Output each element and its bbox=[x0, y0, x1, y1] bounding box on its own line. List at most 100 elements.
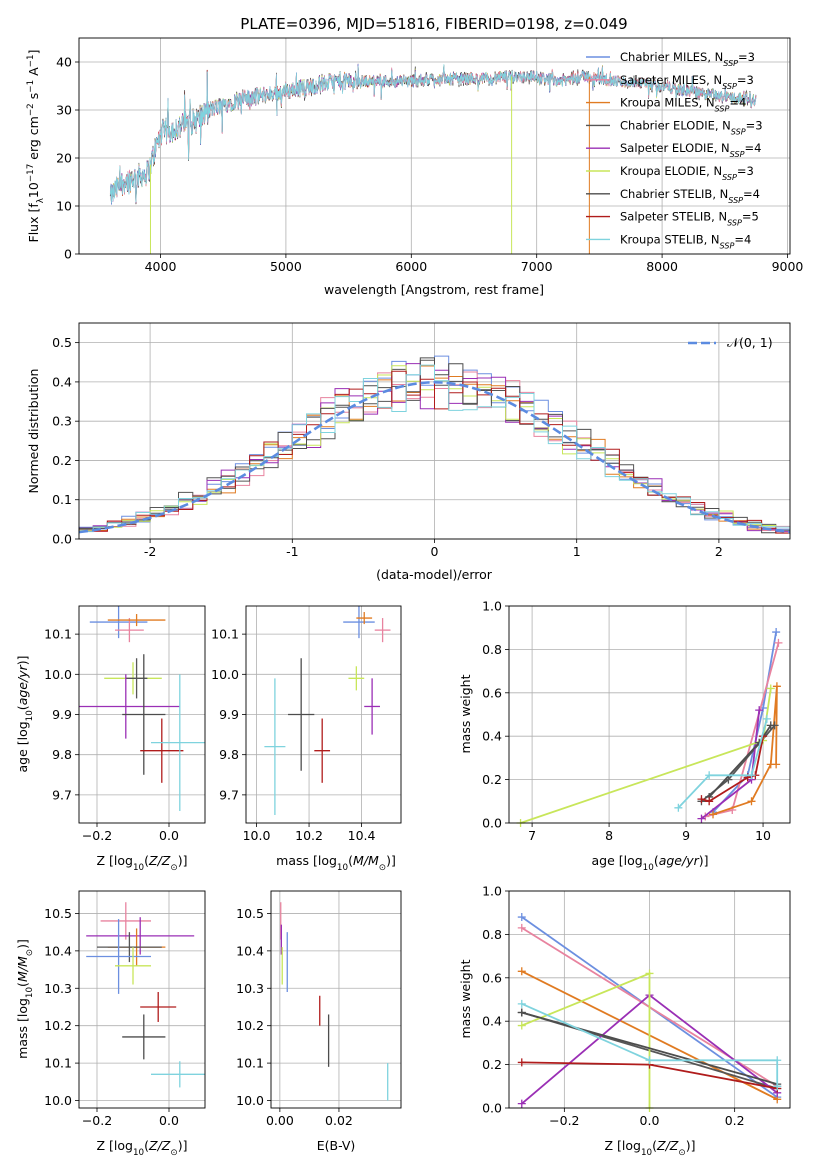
legend-label: Salpeter STELIB, NSSP=5 bbox=[620, 210, 759, 228]
tick-label-x: 10 bbox=[755, 828, 771, 843]
x-axis-label: age [log10(age/yr)] bbox=[591, 853, 708, 873]
series-marker bbox=[697, 814, 706, 823]
legend-label: 𝒩(0, 1) bbox=[727, 335, 773, 350]
tick-label-y: 0.0 bbox=[482, 1101, 502, 1116]
x-axis-label: Z [log10(Z/Z⊙)] bbox=[605, 1138, 696, 1158]
series-marker bbox=[766, 721, 775, 730]
series-marker bbox=[517, 967, 526, 976]
tick-label-x: 2 bbox=[715, 544, 723, 559]
legend-label: Salpeter MILES, NSSP=3 bbox=[620, 73, 754, 91]
legend-label: Chabrier STELIB, NSSP=4 bbox=[620, 187, 760, 205]
tick-label-y: 0.0 bbox=[482, 816, 502, 831]
tick-label-x: 8000 bbox=[646, 259, 678, 274]
plot-area bbox=[79, 606, 205, 811]
tick-label-y: 0.5 bbox=[52, 335, 72, 350]
series-marker bbox=[747, 797, 756, 806]
tick-label-x: 0.00 bbox=[266, 1113, 294, 1128]
tick-label-y: 10.0 bbox=[44, 667, 72, 682]
series-line bbox=[521, 1011, 778, 1085]
tick-label-y: 10.4 bbox=[236, 943, 264, 958]
series-marker bbox=[517, 1058, 526, 1067]
tick-label-y: 0.3 bbox=[52, 414, 72, 429]
panel-age-vs-Z: −0.2 0.0 9.7 9.8 9.9 10.0 10.1 Z [log10(Z/Z⊙)] a… bbox=[15, 605, 206, 873]
tick-label-y: 9.8 bbox=[52, 747, 72, 762]
tick-label-y: 0.4 bbox=[52, 374, 72, 389]
series-marker bbox=[674, 803, 683, 812]
tick-label-y: 10 bbox=[56, 199, 72, 214]
ticks bbox=[505, 605, 764, 827]
axes-frame bbox=[508, 890, 791, 1109]
tick-label-x: 9 bbox=[682, 828, 690, 843]
y-axis-label: age [log10(age/yr)] bbox=[15, 655, 35, 772]
tick-label-y: 0.4 bbox=[482, 1014, 502, 1029]
ticks bbox=[505, 890, 736, 1112]
series-marker bbox=[772, 628, 781, 637]
y-axis-label: mass weight bbox=[458, 959, 473, 1038]
tick-label-y: 0.8 bbox=[482, 927, 502, 942]
tick-label-y: 10.5 bbox=[236, 906, 264, 921]
legend-label: Kroupa ELODIE, NSSP=3 bbox=[620, 164, 754, 182]
plot-area bbox=[86, 902, 205, 1088]
tick-label-x: 7 bbox=[528, 828, 536, 843]
panel-spectrum: 4000 5000 6000 7000 8000 9000 0 10 20 30 40 Chabrie… bbox=[26, 37, 803, 297]
figure-title: PLATE=0396, MJD=51816, FIBERID=0198, z=0… bbox=[240, 15, 627, 33]
tick-label-y: 1.0 bbox=[482, 599, 502, 614]
panel-mass-vs-Z: −0.2 0.0 10.0 10.1 10.2 10.3 10.4 10.5 Z [log10(… bbox=[15, 890, 206, 1158]
axes-frame bbox=[270, 890, 402, 1109]
legend: Chabrier MILES, NSSP=3 Salpeter MILES, NS… bbox=[586, 50, 763, 250]
series-line bbox=[521, 1002, 779, 1087]
series-line bbox=[677, 718, 768, 809]
x-axis-label: E(B-V) bbox=[317, 1138, 356, 1153]
axes-frame bbox=[78, 890, 206, 1109]
tick-label-y: 10.3 bbox=[44, 981, 72, 996]
plot-area bbox=[78, 355, 791, 535]
tick-label-y: 0.6 bbox=[482, 970, 502, 985]
tick-label-x: 1 bbox=[573, 544, 581, 559]
legend-label: Kroupa MILES, NSSP=4 bbox=[620, 96, 746, 114]
tick-label-x: 4000 bbox=[145, 259, 177, 274]
series-marker bbox=[705, 797, 714, 806]
series-marker bbox=[517, 1008, 526, 1017]
panel-residuals: -2 -1 0 1 2 0.0 0.1 0.2 0.3 0.4 0.5 𝒩(0, 1) (data-mo… bbox=[26, 322, 791, 582]
legend-label: Chabrier ELODIE, NSSP=3 bbox=[620, 118, 763, 136]
tick-label-x: 0.02 bbox=[325, 1113, 353, 1128]
axes-frame bbox=[245, 605, 402, 824]
plot-area bbox=[517, 913, 782, 1112]
tick-label-y: 10.2 bbox=[44, 1018, 72, 1033]
y-axis-label: Flux [fλ10−17 erg cm−2 s−1 A−1] bbox=[26, 50, 46, 243]
tick-label-y: 10.2 bbox=[236, 1018, 264, 1033]
tick-label-y: 0.2 bbox=[482, 1057, 502, 1072]
panel-age-vs-mass: 10.0 10.2 10.4 9.7 9.8 9.9 10.0 10.1 mass [log10… bbox=[211, 605, 402, 873]
tick-label-y: 10.1 bbox=[44, 1056, 72, 1071]
tick-label-x: 10.0 bbox=[243, 828, 271, 843]
y-axis-label: mass weight bbox=[458, 674, 473, 753]
tick-label-y: 20 bbox=[56, 151, 72, 166]
tick-label-y: 9.8 bbox=[219, 747, 239, 762]
tick-label-y: 40 bbox=[56, 55, 72, 70]
series-marker bbox=[772, 760, 781, 769]
y-axis-label: mass [log10(M/M⊙)] bbox=[15, 939, 35, 1059]
legend-label: Salpeter ELODIE, NSSP=4 bbox=[620, 141, 761, 159]
series-marker bbox=[774, 638, 783, 647]
tick-label-y: 9.9 bbox=[219, 707, 239, 722]
grid bbox=[79, 606, 205, 823]
tick-label-y: 9.9 bbox=[52, 707, 72, 722]
legend-label: Kroupa STELIB, NSSP=4 bbox=[620, 232, 751, 250]
legend: 𝒩(0, 1) bbox=[688, 335, 773, 350]
tick-label-y: 30 bbox=[56, 103, 72, 118]
tick-label-x: 10.2 bbox=[295, 828, 323, 843]
x-axis-label: (data-model)/error bbox=[376, 567, 493, 582]
tick-label-x: 0.2 bbox=[725, 1113, 745, 1128]
axes-frame bbox=[78, 37, 791, 255]
spectrum-line bbox=[109, 64, 757, 204]
series-marker bbox=[709, 810, 718, 819]
series-marker bbox=[517, 913, 526, 922]
tick-label-x: -1 bbox=[286, 544, 298, 559]
tick-label-y: 0.4 bbox=[482, 729, 502, 744]
grid bbox=[509, 605, 790, 824]
series-marker bbox=[697, 795, 706, 804]
series-marker bbox=[517, 923, 526, 932]
x-axis-label: Z [log10(Z/Z⊙)] bbox=[97, 1138, 188, 1158]
ticks bbox=[75, 342, 720, 543]
tick-label-y: 10.0 bbox=[236, 1093, 264, 1108]
